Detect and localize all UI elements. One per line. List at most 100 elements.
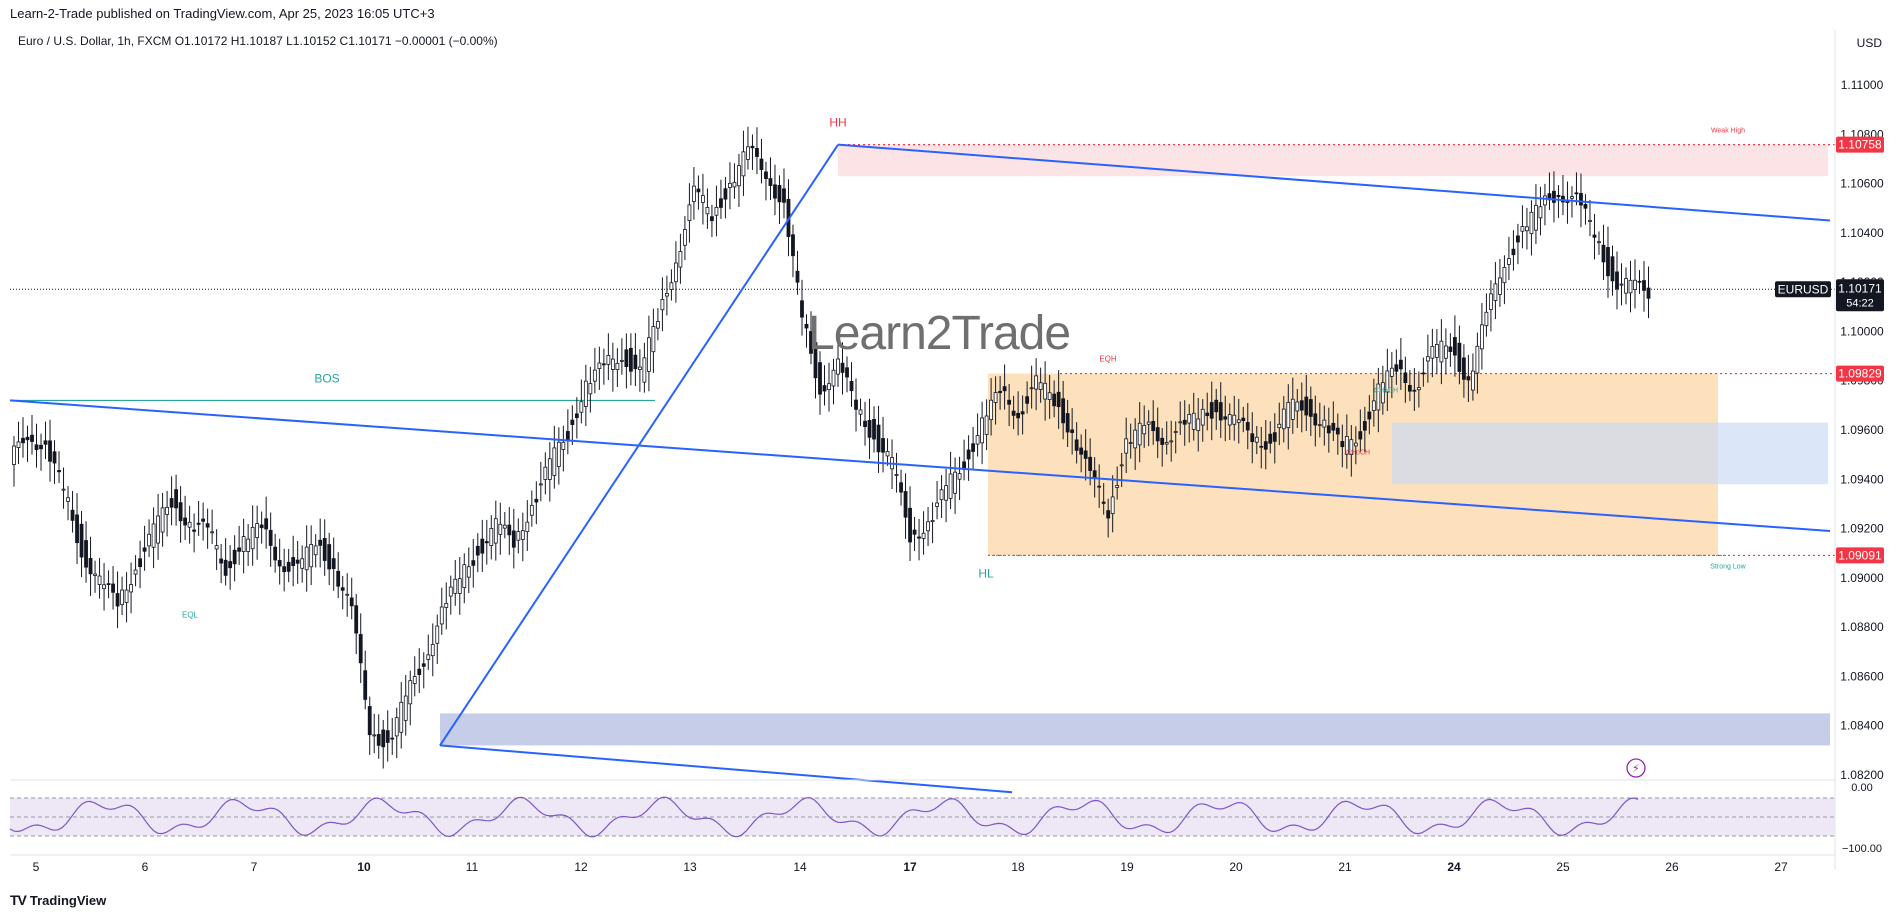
candle-body <box>1002 386 1007 392</box>
tradingview-footer[interactable]: TV TradingView <box>10 892 106 908</box>
candle-body <box>120 589 124 605</box>
candle-body <box>1290 398 1295 420</box>
candle-body <box>1493 283 1498 301</box>
candle-body <box>1489 293 1493 310</box>
candle-body <box>444 603 449 608</box>
candle-body <box>989 399 994 421</box>
candle-body <box>237 547 242 552</box>
candle-body <box>1353 442 1358 447</box>
candle-body <box>1520 226 1525 232</box>
candle-body <box>953 471 957 494</box>
candle-body <box>1317 424 1322 427</box>
candle-body <box>1106 510 1111 519</box>
candle-body <box>1020 411 1025 415</box>
candle-body <box>538 483 543 486</box>
time-tick-label: 10 <box>357 860 371 874</box>
candle-body <box>696 188 701 193</box>
time-tick-label: 14 <box>793 860 807 874</box>
channel-upper-line <box>837 143 1831 222</box>
candle-body <box>75 514 79 544</box>
candle-body <box>624 349 629 367</box>
candle-body <box>1299 400 1304 411</box>
candle-body <box>282 566 287 573</box>
candle-body <box>228 561 233 569</box>
candle-body <box>1025 396 1030 404</box>
price-axis: 1.110001.108001.106001.104001.102001.100… <box>1834 30 1884 870</box>
candle-body <box>331 558 336 569</box>
symbol-legend: Euro / U.S. Dollar, 1h, FXCM O1.10172 H1… <box>18 34 498 48</box>
candle-body <box>741 151 746 177</box>
candle-body <box>570 419 575 425</box>
candle-body <box>529 504 534 516</box>
candle-body <box>1461 357 1466 380</box>
candle-body <box>52 451 57 464</box>
price-badge-mid-bg <box>1836 365 1884 382</box>
candle-body <box>1362 421 1367 431</box>
candle-body <box>800 300 804 318</box>
candle-body <box>565 431 570 440</box>
candle-body <box>210 531 215 534</box>
candle-body <box>737 165 741 187</box>
candle-body <box>1034 375 1039 390</box>
candle-body <box>1182 419 1187 425</box>
candle-body <box>1200 408 1205 426</box>
candle-body <box>628 347 633 372</box>
candle-body <box>462 564 467 588</box>
candle-body <box>466 566 471 578</box>
candle-body <box>1511 248 1516 256</box>
candle-body <box>710 216 714 222</box>
candle-body <box>836 358 840 375</box>
candle-body <box>196 522 201 525</box>
candle-body <box>88 558 93 575</box>
candle-body <box>480 538 485 554</box>
hh-label: HH <box>829 116 846 130</box>
candle-body <box>1502 266 1507 284</box>
eqh-label: EQH <box>1099 355 1117 364</box>
candle-body <box>692 185 696 202</box>
candle-body <box>30 434 34 442</box>
learn2trade-watermark: Learn2Trade <box>808 307 1071 360</box>
rsi-top-label: 0.00 <box>1851 782 1872 794</box>
candle-body <box>1092 470 1097 478</box>
candle-body <box>646 337 651 372</box>
candle-body <box>1552 190 1556 203</box>
candle-body <box>543 466 548 480</box>
candle-body <box>1471 370 1475 391</box>
candle-body <box>782 188 786 203</box>
candle-body <box>34 444 39 450</box>
candle-body <box>674 262 678 283</box>
zones-layer <box>10 144 1835 746</box>
price-tick-label: 1.11000 <box>1841 78 1884 92</box>
candle-body <box>471 560 476 566</box>
price-badge-low-bg <box>1836 547 1884 564</box>
candle-body <box>1484 311 1489 327</box>
candle-body <box>1101 501 1106 504</box>
candle-body <box>1164 442 1169 445</box>
candle-body <box>97 575 102 585</box>
candle-body <box>273 546 278 561</box>
candle-body <box>1443 345 1448 359</box>
candle-body <box>489 528 494 546</box>
candle-body <box>1209 402 1214 419</box>
time-tick-label: 5 <box>33 860 40 874</box>
candle-body <box>687 204 692 221</box>
candle-body <box>1038 382 1043 391</box>
candle-body <box>313 545 318 556</box>
candle-body <box>1218 402 1223 421</box>
candle-body <box>187 521 192 528</box>
candle-body <box>151 523 156 548</box>
candle-body <box>300 558 305 569</box>
candle-body <box>948 473 953 499</box>
candle-body <box>669 282 674 290</box>
candle-body <box>1146 421 1151 425</box>
candle-body <box>917 536 921 539</box>
candle-body <box>259 524 264 529</box>
price-badges: 1.10758 1.09829 1.09091 EURUSD 1.10171 54:22 ⚡ <box>1626 136 1884 778</box>
candle-body <box>156 515 160 544</box>
candle-body <box>336 570 341 587</box>
candle-body <box>1380 382 1385 404</box>
candle-body <box>25 436 30 441</box>
candle-body <box>1592 234 1597 238</box>
candle-body <box>606 355 611 365</box>
